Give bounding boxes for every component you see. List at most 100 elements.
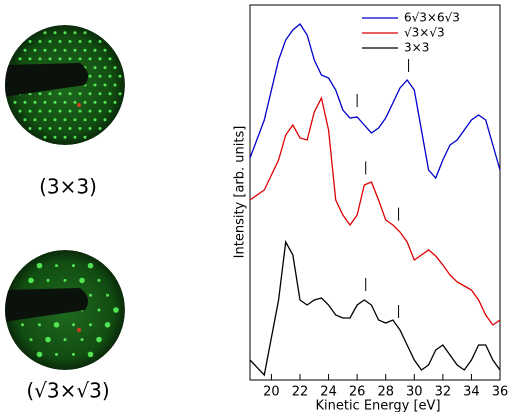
- diffraction-spot: [28, 277, 34, 284]
- diffraction-spot: [43, 31, 47, 35]
- diffraction-spot: [48, 109, 52, 113]
- legend-label: 6√3×6√3: [404, 11, 460, 25]
- x-tick-label: 26: [349, 385, 366, 400]
- diffraction-spot: [73, 31, 77, 35]
- diffraction-spot: [33, 118, 37, 122]
- diffraction-spot: [48, 40, 52, 43]
- diffraction-spot: [43, 48, 47, 52]
- diffraction-spot: [93, 83, 97, 87]
- diffraction-spot: [63, 278, 67, 282]
- diffraction-spot: [88, 127, 92, 130]
- diffraction-spot: [89, 323, 92, 327]
- diffraction-spot: [97, 308, 101, 312]
- legend-label: 3×3: [404, 41, 429, 55]
- plot-frame: [249, 4, 501, 381]
- diffraction-spot: [83, 48, 87, 52]
- diffraction-spot: [68, 92, 72, 96]
- diffraction-spot: [118, 74, 122, 78]
- diffraction-spot: [68, 57, 72, 61]
- diffraction-spot: [98, 92, 102, 96]
- diffraction-spot: [63, 118, 67, 122]
- x-axis-label: Kinetic Energy [eV]: [315, 399, 440, 412]
- diffraction-spot: [108, 92, 112, 96]
- diffraction-spot: [98, 127, 102, 130]
- diffraction-spot: [103, 100, 107, 104]
- diffraction-spot: [68, 109, 72, 113]
- diffraction-spot: [13, 100, 17, 104]
- diffraction-spot: [58, 57, 62, 61]
- diffraction-spot: [108, 109, 112, 113]
- diffraction-spot: [96, 336, 102, 343]
- diffraction-spot: [93, 66, 97, 70]
- diffraction-spot: [113, 66, 117, 70]
- diffraction-spot: [58, 40, 62, 43]
- panel-caption: (3×3): [39, 175, 97, 199]
- x-tick-label: 24: [320, 385, 337, 400]
- diffraction-spot: [63, 48, 67, 52]
- panel-caption: (√3×√3): [26, 379, 109, 403]
- diffraction-spot: [63, 135, 67, 139]
- diffraction-spot: [43, 118, 47, 122]
- diffraction-spot: [43, 135, 47, 139]
- diffraction-spot: [88, 74, 92, 78]
- diffraction-spot: [53, 100, 57, 104]
- diffraction-spot: [98, 40, 102, 43]
- diffraction-spot: [106, 293, 109, 297]
- series-line: [249, 239, 501, 377]
- diffraction-spot: [63, 100, 67, 104]
- diffraction-spot: [88, 40, 92, 43]
- diffraction-spot: [46, 278, 50, 282]
- diffraction-spot: [93, 118, 97, 122]
- x-tick-label: 30: [406, 385, 423, 400]
- diffraction-spot: [108, 57, 112, 61]
- diffraction-spot: [72, 264, 75, 268]
- diffraction-spot: [87, 262, 94, 269]
- diffraction-spot: [38, 92, 42, 96]
- diffraction-spot: [88, 92, 92, 96]
- diffraction-spot: [88, 57, 92, 61]
- diffraction-spot: [104, 321, 111, 328]
- x-tick-label: 28: [377, 385, 394, 400]
- diffraction-spot: [73, 135, 77, 139]
- diffraction-spot: [73, 100, 77, 104]
- diffraction-spot: [78, 127, 82, 130]
- diffraction-spot: [53, 31, 57, 35]
- diffraction-spot: [53, 118, 57, 122]
- diffraction-spot: [48, 127, 52, 130]
- diffraction-spot: [58, 127, 62, 130]
- diffraction-spot: [83, 100, 87, 104]
- leed-image: [5, 250, 125, 370]
- diffraction-spot: [38, 323, 41, 327]
- diffraction-spot: [63, 338, 67, 342]
- diffraction-spot: [97, 278, 101, 282]
- diffraction-spot: [93, 48, 97, 52]
- diffraction-spot: [23, 118, 27, 122]
- diffraction-spot: [38, 57, 42, 61]
- diffraction-spot: [78, 40, 82, 43]
- x-tick-label: 32: [435, 385, 452, 400]
- diffraction-spot: [21, 323, 24, 327]
- diffraction-spot: [53, 135, 57, 139]
- diffraction-spot: [68, 127, 72, 130]
- diffraction-spot: [53, 321, 60, 328]
- diffraction-spot: [93, 100, 97, 104]
- diffraction-spot: [87, 351, 94, 358]
- diffraction-spot: [38, 127, 42, 130]
- diffraction-spot: [55, 352, 58, 356]
- diffraction-spot: [83, 135, 87, 139]
- x-tick-label: 20: [263, 385, 280, 400]
- diffraction-spot: [28, 109, 32, 113]
- diffraction-spot: [113, 100, 117, 104]
- y-axis-label: Intensity [arb. units]: [233, 126, 248, 259]
- diffraction-spot: [33, 48, 37, 52]
- diffraction-spot: [73, 48, 77, 52]
- spot: [77, 328, 81, 332]
- diffraction-spot: [78, 109, 82, 113]
- diffraction-spot: [18, 109, 22, 113]
- diffraction-spot: [36, 262, 43, 269]
- diffraction-spot: [43, 100, 47, 104]
- diffraction-spot: [103, 118, 107, 122]
- diffraction-spot: [108, 74, 112, 78]
- diffraction-spot: [113, 83, 117, 87]
